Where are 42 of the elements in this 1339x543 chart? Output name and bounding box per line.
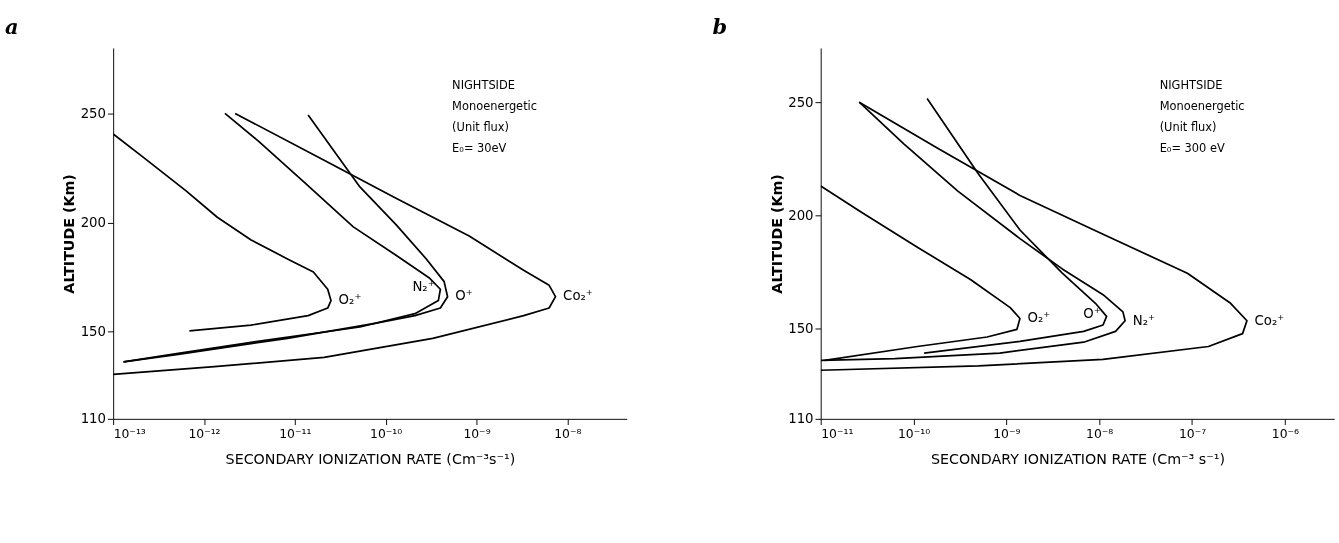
y-tick-label: 150 <box>80 323 107 339</box>
series-label: O₂⁺ <box>1027 310 1051 326</box>
series-label: O₂⁺ <box>338 292 362 308</box>
x-axis-title: SECONDARY IONIZATION RATE (Cm⁻³s⁻¹) <box>225 451 516 468</box>
y-tick-label: 250 <box>80 105 107 121</box>
series-label: Co₂⁺ <box>563 288 593 304</box>
x-tick-label: 10⁻¹⁰ <box>897 427 931 442</box>
y-tick-label: 200 <box>80 214 107 230</box>
annotation: E₀= 300 eV <box>1159 140 1226 155</box>
y-tick-label: 110 <box>788 411 814 427</box>
chart-title: a <box>5 13 19 39</box>
x-tick-label: 10⁻⁹ <box>463 427 491 442</box>
series-label: O⁺ <box>1083 306 1101 322</box>
chart-title: b <box>712 13 728 39</box>
series-label: O⁺ <box>455 288 473 304</box>
annotation: (Unit flux) <box>452 119 510 134</box>
annotation: NIGHTSIDE <box>452 77 515 92</box>
x-tick-label: 10⁻⁶ <box>1271 427 1300 442</box>
series-label: N₂⁺ <box>1132 312 1156 328</box>
series-label: Co₂⁺ <box>1254 312 1285 328</box>
x-tick-label: 10⁻¹¹ <box>279 427 312 442</box>
annotation: NIGHTSIDE <box>1159 77 1223 92</box>
annotation: Monoenergetic <box>452 98 538 113</box>
x-tick-label: 10⁻¹¹ <box>821 427 854 442</box>
annotation: (Unit flux) <box>1159 119 1217 134</box>
x-tick-label: 10⁻⁷ <box>1178 427 1207 442</box>
y-tick-label: 110 <box>80 411 107 427</box>
series-label: N₂⁺ <box>412 279 435 295</box>
x-tick-label: 10⁻¹³ <box>113 427 146 442</box>
x-tick-label: 10⁻¹⁰ <box>370 427 403 442</box>
x-tick-label: 10⁻⁸ <box>554 427 582 442</box>
annotation: Monoenergetic <box>1159 98 1245 113</box>
x-axis-title: SECONDARY IONIZATION RATE (Cm⁻³ s⁻¹) <box>930 451 1226 468</box>
x-tick-label: 10⁻¹² <box>188 427 221 442</box>
y-tick-label: 200 <box>788 207 814 223</box>
y-tick-label: 250 <box>788 94 814 110</box>
y-axis-title: ALTITUDE (Km) <box>60 174 77 294</box>
y-axis-title: ALTITUDE (Km) <box>768 174 785 294</box>
x-tick-label: 10⁻⁹ <box>993 427 1021 442</box>
x-tick-label: 10⁻⁸ <box>1086 427 1114 442</box>
y-tick-label: 150 <box>788 320 814 336</box>
annotation: E₀= 30eV <box>452 140 507 155</box>
